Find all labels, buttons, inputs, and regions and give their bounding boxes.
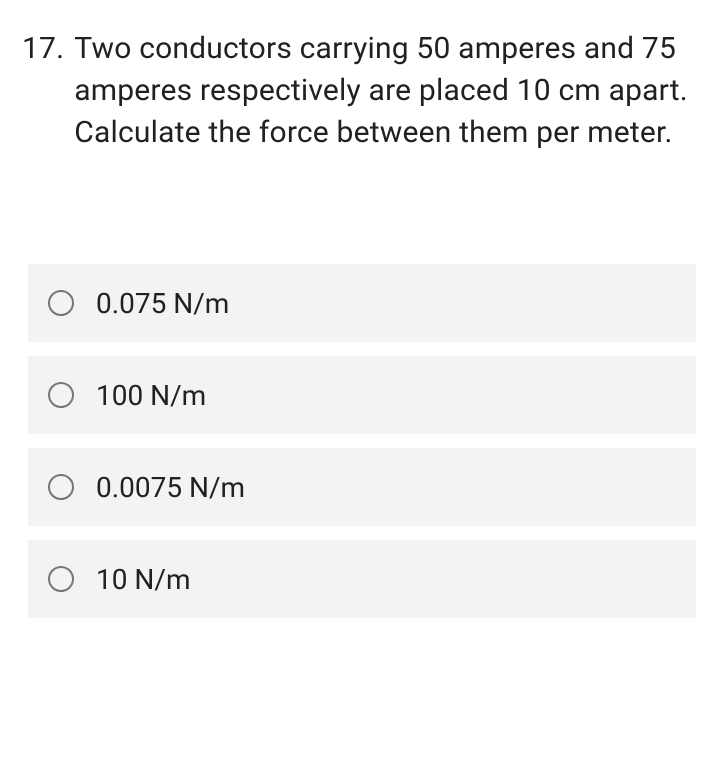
question-text: Two conductors carrying 50 amperes and 7… [64, 28, 698, 154]
option-label: 100 N/m [96, 379, 206, 412]
question-block: 17. Two conductors carrying 50 amperes a… [22, 28, 698, 154]
question-number: 17. [22, 28, 64, 70]
option-4[interactable]: 10 N/m [28, 540, 696, 618]
option-1[interactable]: 0.075 N/m [28, 264, 696, 342]
option-label: 0.075 N/m [96, 287, 229, 320]
radio-icon [48, 290, 74, 316]
option-label: 10 N/m [96, 563, 191, 596]
option-label: 0.0075 N/m [96, 471, 245, 504]
radio-icon [48, 382, 74, 408]
option-2[interactable]: 100 N/m [28, 356, 696, 434]
radio-icon [48, 474, 74, 500]
options-list: 0.075 N/m 100 N/m 0.0075 N/m 10 N/m [22, 264, 698, 618]
radio-icon [48, 566, 74, 592]
option-3[interactable]: 0.0075 N/m [28, 448, 696, 526]
